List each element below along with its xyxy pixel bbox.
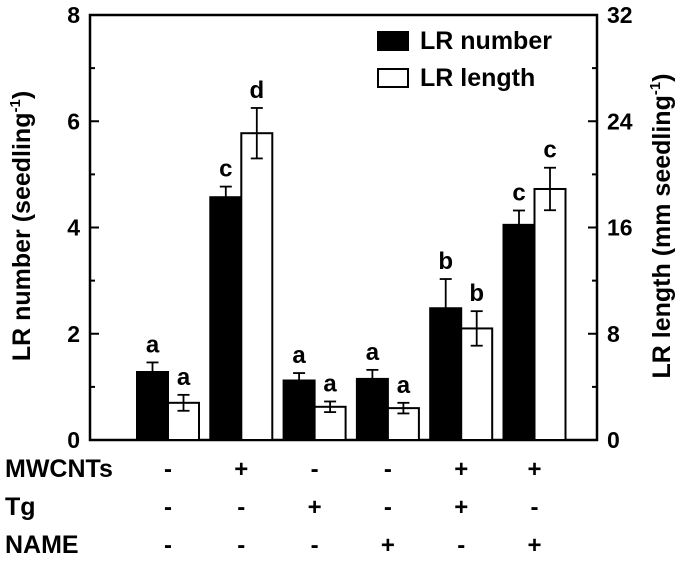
treatment-sign: -: [311, 532, 319, 559]
significance-letter: c: [219, 156, 232, 183]
left-y-tick-label: 4: [67, 215, 80, 241]
legend-label: LR number: [420, 27, 552, 55]
left-y-axis-label-sup: -1: [7, 99, 24, 112]
treatment-label: MWCNTs: [5, 455, 113, 483]
right-y-tick-label: 24: [607, 108, 633, 134]
right-y-axis-label-sup: -1: [647, 82, 664, 95]
treatment-sign: -: [384, 494, 392, 521]
treatment-sign: -: [164, 532, 172, 559]
treatment-sign: +: [527, 456, 541, 483]
significance-letter: a: [323, 370, 337, 397]
bar-lr-number: [502, 223, 536, 441]
legend: LR number LR length: [377, 27, 552, 92]
significance-letter: c: [543, 137, 556, 164]
bar-lr-number: [282, 379, 316, 441]
left-y-axis-label-close: ): [8, 91, 36, 99]
significance-letter: a: [146, 331, 160, 358]
bar-lr-length: [460, 327, 494, 441]
treatment-sign: +: [308, 494, 322, 521]
bar-group: c: [209, 156, 243, 441]
bar-group: c: [533, 137, 567, 441]
treatment-label: Tg: [5, 493, 36, 521]
bar-group: b: [460, 280, 494, 441]
left-y-axis: 0 2 4 6 8: [67, 2, 99, 453]
right-y-tick-label: 0: [607, 427, 620, 453]
treatment-sign: -: [457, 532, 465, 559]
right-y-axis-label-close: ): [648, 73, 676, 81]
bar-lr-number: [209, 196, 243, 441]
left-y-tick-label: 0: [67, 427, 80, 453]
treatment-sign: -: [164, 494, 172, 521]
left-y-axis-label-text: LR number (seedling: [8, 113, 36, 362]
treatment-sign: +: [381, 532, 395, 559]
significance-letter: b: [438, 248, 453, 275]
treatment-sign: -: [531, 494, 539, 521]
treatment-sign: -: [237, 532, 245, 559]
bar-lr-length: [240, 132, 274, 441]
left-y-tick-label: 8: [67, 2, 80, 28]
treatment-sign: +: [454, 456, 468, 483]
legend-swatch-lr-length: [377, 68, 409, 88]
right-y-axis-label-text: LR length (mm seedling: [648, 95, 676, 378]
right-y-axis: 0 8 16 24 32: [588, 2, 633, 453]
right-y-tick-label: 16: [607, 215, 633, 241]
bar-group: a: [313, 370, 347, 441]
bar-lr-length: [533, 187, 567, 441]
treatment-label: NAME: [5, 531, 79, 559]
significance-letter: d: [249, 77, 264, 104]
treatment-sign: -: [311, 456, 319, 483]
significance-letter: c: [512, 180, 525, 207]
significance-letter: a: [292, 342, 306, 369]
legend-swatch-lr-number: [377, 31, 409, 51]
bar-group: c: [502, 180, 536, 441]
significance-letter: a: [177, 364, 191, 391]
significance-letter: a: [366, 339, 380, 366]
right-y-axis-label: LR length (mm seedling-1): [647, 73, 676, 378]
right-y-tick-label: 8: [607, 321, 620, 347]
bar-group: a: [282, 342, 316, 441]
bar-group: a: [386, 372, 420, 441]
bar-group: a: [136, 331, 169, 441]
left-y-tick-label: 6: [67, 108, 80, 134]
significance-letter: a: [397, 372, 411, 399]
bar-group: b: [429, 248, 463, 441]
legend-label: LR length: [420, 64, 535, 92]
left-y-axis-label: LR number (seedling-1): [7, 91, 36, 361]
treatment-sign: -: [384, 456, 392, 483]
significance-letter: b: [469, 280, 484, 307]
bar-group: a: [355, 339, 389, 441]
bar-group: d: [240, 77, 274, 441]
treatment-sign: +: [234, 456, 248, 483]
right-y-tick-label: 32: [607, 2, 633, 28]
treatment-sign: -: [237, 494, 245, 521]
treatment-sign: +: [527, 532, 541, 559]
left-y-tick-label: 2: [67, 321, 80, 347]
bar-group: a: [167, 364, 200, 441]
treatment-table: MWCNTs - + - - + + Tg - - + - + - NAME - - - + - +: [5, 455, 542, 559]
treatment-sign: +: [454, 494, 468, 521]
treatment-sign: -: [164, 456, 172, 483]
bar-lr-number: [355, 377, 389, 441]
